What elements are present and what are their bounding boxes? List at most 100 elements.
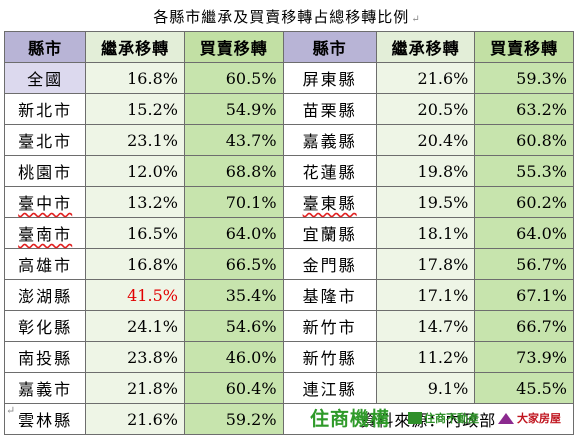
trade-value: 66.5% (183, 248, 284, 280)
header-county: 縣市 (282, 31, 377, 63)
inheritance-value: 16.8% (85, 248, 185, 280)
county-name: 基隆市 (282, 279, 377, 311)
brand-logo-main: 住商機構 (310, 408, 391, 430)
trade-value: 64.0% (474, 217, 574, 249)
house-icon (408, 412, 422, 424)
brand-logo-secondary-text: 住商不動產 (424, 412, 479, 425)
trade-value: 70.1% (183, 186, 284, 218)
trade-value: 46.0% (183, 341, 284, 373)
spellcheck-underline: 臺南市 (18, 225, 73, 244)
table-row: 新北市 15.2% 54.9% 苗栗縣 20.5% 63.2% (3, 93, 574, 125)
county-name: 新竹市 (282, 310, 377, 342)
county-name: 臺南市 (3, 217, 87, 249)
county-name: 澎湖縣 (3, 279, 87, 311)
county-name: 花蓮縣 (282, 155, 377, 187)
title-text: 各縣市繼承及買賣移轉占總移轉比例 (153, 8, 410, 26)
table-row: 彰化縣 24.1% 54.6% 新竹市 14.7% 66.7% (3, 310, 574, 342)
county-name: 新北市 (3, 93, 87, 125)
header-county: 縣市 (3, 31, 87, 63)
county-name: 屏東縣 (282, 62, 377, 94)
trade-value: 59.2% (183, 403, 284, 435)
trade-value: 67.1% (474, 279, 574, 311)
county-name: 彰化縣 (3, 310, 87, 342)
header-inheritance: 繼承移轉 (85, 31, 185, 63)
inheritance-value: 20.5% (375, 93, 476, 125)
county-name: 嘉義縣 (282, 124, 377, 156)
document-title: 各縣市繼承及買賣移轉占總移轉比例 ↵ (0, 6, 574, 27)
county-name: 全國 (3, 62, 87, 94)
inheritance-value: 23.8% (85, 341, 185, 373)
trade-value: 59.3% (474, 62, 574, 94)
inheritance-value: 9.1% (375, 372, 476, 404)
county-name: 臺北市 (3, 124, 87, 156)
inheritance-value: 18.1% (375, 217, 476, 249)
inheritance-value: 12.0% (85, 155, 185, 187)
table-row: 雲林縣 21.6% 59.2% 資料來源：內政部 (3, 403, 574, 435)
county-name: 雲林縣 (3, 403, 87, 435)
county-name: 高雄市 (3, 248, 87, 280)
county-name: 宜蘭縣 (282, 217, 377, 249)
brand-logo-tertiary-text: 大家房屋 (517, 412, 561, 425)
inheritance-value: 21.6% (375, 62, 476, 94)
trade-value: 55.3% (474, 155, 574, 187)
trade-value: 54.9% (183, 93, 284, 125)
trade-value: 56.7% (474, 248, 574, 280)
trade-value: 64.0% (183, 217, 284, 249)
inheritance-value: 14.7% (375, 310, 476, 342)
inheritance-value: 21.6% (85, 403, 185, 435)
brand-logo-secondary: 住商不動產 (408, 410, 479, 426)
inheritance-value-highlight: 41.5% (85, 279, 185, 311)
brand-logo-tertiary: 大家房屋 (498, 410, 561, 426)
inheritance-value: 20.4% (375, 124, 476, 156)
trade-value: 60.2% (474, 186, 574, 218)
header-trade: 買賣移轉 (183, 31, 284, 63)
header-trade: 買賣移轉 (474, 31, 574, 63)
ratio-table: 縣市 繼承移轉 買賣移轉 縣市 繼承移轉 買賣移轉 全國 16.8% 60.5%… (3, 31, 574, 435)
county-name: 金門縣 (282, 248, 377, 280)
inheritance-value: 19.8% (375, 155, 476, 187)
trade-value: 60.4% (183, 372, 284, 404)
inheritance-value: 15.2% (85, 93, 185, 125)
inheritance-value: 16.5% (85, 217, 185, 249)
table-row: 臺南市 16.5% 64.0% 宜蘭縣 18.1% 64.0% (3, 217, 574, 249)
county-name: 連江縣 (282, 372, 377, 404)
trade-value: 60.8% (474, 124, 574, 156)
inheritance-value: 21.8% (85, 372, 185, 404)
inheritance-value: 17.1% (375, 279, 476, 311)
spellcheck-underline: 臺中市 (18, 194, 73, 213)
inheritance-value: 23.1% (85, 124, 185, 156)
inheritance-value: 19.5% (375, 186, 476, 218)
paragraph-mark: ↵ (411, 14, 421, 25)
table-row: 嘉義市 21.8% 60.4% 連江縣 9.1% 45.5% (3, 372, 574, 404)
county-name: 嘉義市 (3, 372, 87, 404)
trade-value: 45.5% (474, 372, 574, 404)
trade-value: 35.4% (183, 279, 284, 311)
roof-icon (498, 412, 514, 424)
source-note: 資料來源：內政部 (282, 403, 574, 435)
inheritance-value: 13.2% (85, 186, 185, 218)
trade-value: 68.8% (183, 155, 284, 187)
trade-value: 63.2% (474, 93, 574, 125)
paragraph-mark: ↵ (6, 404, 16, 417)
county-name: 南投縣 (3, 341, 87, 373)
table-row: 臺中市 13.2% 70.1% 臺東縣 19.5% 60.2% (3, 186, 574, 218)
trade-value: 73.9% (474, 341, 574, 373)
county-name: 臺中市 (3, 186, 87, 218)
inheritance-value: 11.2% (375, 341, 476, 373)
county-name: 桃園市 (3, 155, 87, 187)
table-row: 桃園市 12.0% 68.8% 花蓮縣 19.8% 55.3% (3, 155, 574, 187)
county-name: 苗栗縣 (282, 93, 377, 125)
table-row: 南投縣 23.8% 46.0% 新竹縣 11.2% 73.9% (3, 341, 574, 373)
header-inheritance: 繼承移轉 (375, 31, 476, 63)
county-name: 新竹縣 (282, 341, 377, 373)
trade-value: 43.7% (183, 124, 284, 156)
county-name: 臺東縣 (282, 186, 377, 218)
inheritance-value: 17.8% (375, 248, 476, 280)
trade-value: 66.7% (474, 310, 574, 342)
inheritance-value: 16.8% (85, 62, 185, 94)
table-row: 澎湖縣 41.5% 35.4% 基隆市 17.1% 67.1% (3, 279, 574, 311)
table-row: 全國 16.8% 60.5% 屏東縣 21.6% 59.3% (3, 62, 574, 94)
header-row: 縣市 繼承移轉 買賣移轉 縣市 繼承移轉 買賣移轉 (3, 31, 574, 63)
spellcheck-underline: 臺東縣 (302, 194, 357, 213)
table-row: 高雄市 16.8% 66.5% 金門縣 17.8% 56.7% (3, 248, 574, 280)
